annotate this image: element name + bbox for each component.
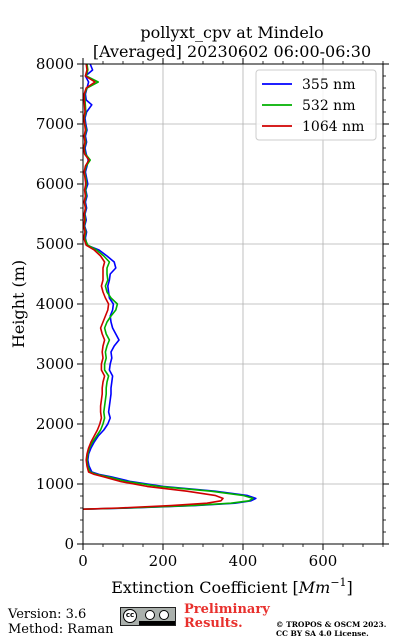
x-axis-label-close: ] (347, 578, 353, 597)
chart-subtitle: [Averaged] 20230602 06:00-06:30 (93, 42, 371, 61)
method-text: Method: Raman (8, 622, 114, 637)
chart-title: pollyxt_cpv at Mindelo (140, 23, 323, 42)
copyright-line2: CC BY SA 4.0 License. (276, 629, 369, 638)
legend-label: 532 nm (302, 98, 355, 114)
y-tick-label: 8000 (36, 55, 74, 73)
series-line (82, 63, 224, 510)
plot-series (82, 63, 257, 510)
tick-labels: 0 200 400 600010002000300040005000600070008… (36, 55, 338, 570)
preliminary-line2: Results. (184, 616, 243, 631)
version-text: Version: 3.6 (8, 607, 87, 622)
y-tick-label: 6000 (36, 175, 74, 193)
legend-label: 355 nm (302, 77, 355, 93)
x-axis-label: Extinction Coefficient [Mm−1] (111, 576, 353, 597)
chart-legend: 355 nm 532 nm 1064 nm (255, 69, 377, 141)
preliminary-note: Preliminary Results. (184, 603, 270, 631)
y-tick-label: 4000 (36, 295, 74, 313)
copyright-line1: © TROPOS & OSCM 2023. (276, 620, 387, 629)
series-line (82, 63, 257, 510)
copyright-note: © TROPOS & OSCM 2023. CC BY SA 4.0 Licen… (276, 620, 386, 638)
x-axis-label-exponent: −1 (330, 576, 346, 589)
x-tick-label: 200 (149, 552, 178, 570)
x-tick-label: 400 (229, 552, 258, 570)
extinction-profile-chart: pollyxt_cpv at Mindelo [Averaged] 202306… (9, 23, 389, 597)
cc-sa-icon (159, 610, 169, 620)
y-tick-label: 2000 (36, 415, 74, 433)
cc-by-sa-icon: cc (120, 607, 176, 626)
y-tick-label: 3000 (36, 355, 74, 373)
x-tick-label: 0 (78, 552, 88, 570)
x-axis-label-unit: Mm (298, 578, 331, 597)
legend-label: 1064 nm (302, 119, 364, 135)
cc-by-icon (145, 610, 155, 620)
y-axis-label: Height (m) (9, 260, 28, 348)
preliminary-line1: Preliminary (184, 602, 270, 617)
x-axis-label-text: Extinction Coefficient [ (111, 578, 299, 597)
axes (77, 58, 389, 550)
cc-badge-text: cc (123, 609, 137, 623)
y-tick-label: 5000 (36, 235, 74, 253)
x-tick-label: 600 (309, 552, 338, 570)
legend-box (255, 69, 377, 141)
y-tick-label: 0 (64, 535, 74, 553)
y-tick-label: 1000 (36, 475, 74, 493)
cc-badge-strip (139, 621, 175, 625)
y-tick-label: 7000 (36, 115, 74, 133)
